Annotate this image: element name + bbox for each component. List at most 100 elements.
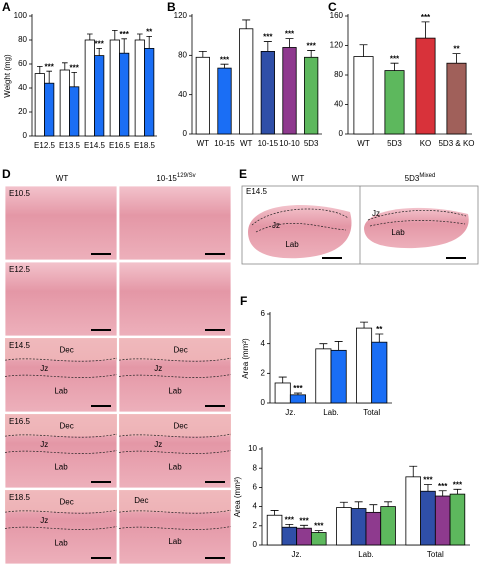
y-tick-label: 6 [253,483,258,492]
y-tick-label: 100 [14,11,28,20]
bar [380,506,396,546]
jz-boundary [251,208,349,233]
error-bar [263,41,272,52]
error-bar [384,501,393,507]
decidua [119,338,231,361]
significance: *** [299,516,309,525]
bar [350,508,367,546]
region-label: Dec [173,346,187,355]
error-bar [37,66,43,74]
y-tick-label: 0 [261,398,266,407]
bar [239,28,254,135]
bar [330,349,347,404]
panel-letter: B [167,0,176,14]
y-tick-label: 80 [334,70,343,79]
x-tick-label: E18.5 [134,141,155,150]
bar [281,526,298,546]
region-label: Lab [168,386,182,395]
bar [449,493,466,546]
significance: *** [453,480,463,489]
y-tick-label: 80 [178,50,187,59]
column-header-text: 10-15 [156,174,177,183]
jz-boundary [118,357,232,362]
panel-letter: C [328,0,337,14]
jz-boundary [4,357,118,362]
region-label: Jz [40,440,48,449]
significance: *** [438,482,448,491]
bar [109,39,120,137]
error-bar [198,51,207,58]
y-tick-label: 0 [183,129,188,138]
error-bar [409,465,418,477]
y-tick-label: 0 [253,540,258,549]
region-label: Dec [134,496,148,505]
x-tick-label: E12.5 [34,141,55,150]
error-bar [46,70,52,84]
error-bar [96,48,102,56]
y-tick-label: 4 [253,502,258,511]
x-tick-label: E16.5 [109,141,130,150]
bar [69,86,80,137]
error-bar [220,63,229,69]
bar [304,56,319,135]
column-header: 10-15129/Sv [156,173,195,184]
x-tick-label: 10-15 [214,139,235,148]
y-tick-label: 10 [248,444,257,453]
y-tick-label: 40 [18,83,27,92]
bar [405,476,422,546]
placenta [364,207,469,249]
decidua [5,490,117,513]
bar [84,39,95,137]
region-label: Dec [59,346,73,355]
error-bar [390,62,399,71]
panel-letter: F [240,294,247,308]
bar [365,511,382,546]
x-tick-label: Jz. [292,550,302,559]
bar [289,394,306,404]
bar [260,51,275,135]
jz-boundary [4,450,118,454]
y-tick-label: 0 [23,131,28,140]
y-tick-label: 40 [178,90,187,99]
x-tick-label: 5D3 [387,139,402,148]
region-label: Dec [173,422,187,431]
region-label: Jz [40,516,48,525]
column-header-text: WT [56,174,69,183]
error-bar [300,524,309,529]
bar [44,82,55,137]
error-bar [285,523,294,528]
bar [420,490,436,546]
significance: *** [285,30,295,39]
bar [310,532,327,546]
column-header-sup: Mixed [419,173,435,179]
column-header: WT [56,174,69,183]
region-label: Lab [54,462,68,471]
panel-letter: A [2,0,11,14]
error-bar [121,38,127,54]
bar [119,52,130,137]
region-label: Dec [59,498,73,507]
error-bar [359,44,368,57]
x-tick-label: WT [357,139,370,148]
error-bar [453,488,462,495]
column-header-sup: 129/Sv [177,173,196,179]
y-tick-label: 8 [253,463,258,472]
error-bar [423,484,432,492]
y-tick-label: 2 [261,368,266,377]
decidua [119,490,231,513]
jz-boundary [118,509,232,514]
decidua [5,414,117,437]
x-tick-label: WT [240,139,253,148]
stage-label: E10.5 [9,189,30,198]
jz-boundary [367,210,467,227]
column-header-text: 5D3 [405,174,420,183]
bar [384,70,405,135]
tissue-image [118,185,232,261]
jz-boundary [4,433,118,438]
region-label: Lab [168,537,182,546]
region-label: Jz [40,364,48,373]
bar [371,341,388,404]
error-bar [360,321,369,329]
x-tick-label: 5D3 [304,139,319,148]
